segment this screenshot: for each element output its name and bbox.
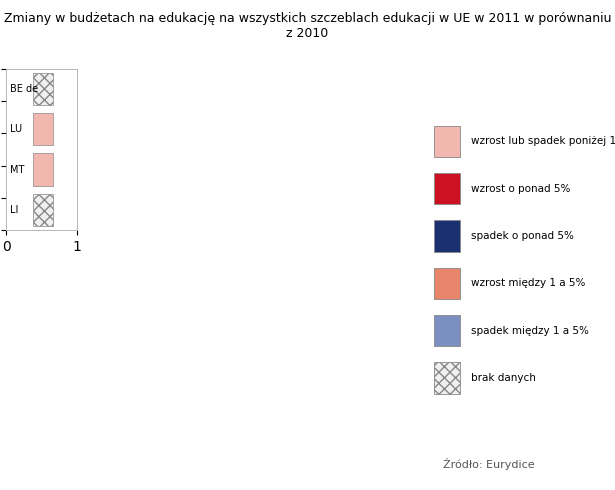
FancyBboxPatch shape: [434, 125, 460, 157]
Text: MT: MT: [10, 165, 24, 174]
Text: wzrost lub spadek poniżej 1%: wzrost lub spadek poniżej 1%: [471, 136, 615, 147]
Text: LI: LI: [10, 205, 18, 215]
FancyBboxPatch shape: [33, 194, 53, 226]
FancyBboxPatch shape: [434, 173, 460, 204]
Text: Źródło: Eurydice: Źródło: Eurydice: [443, 459, 534, 470]
Text: Zmiany w budżetach na edukację na wszystkich szczeblach edukacji w UE w 2011 w p: Zmiany w budżetach na edukację na wszyst…: [4, 12, 611, 40]
FancyBboxPatch shape: [434, 315, 460, 346]
Text: spadek między 1 a 5%: spadek między 1 a 5%: [471, 326, 589, 336]
FancyBboxPatch shape: [434, 220, 460, 252]
Text: spadek o ponad 5%: spadek o ponad 5%: [471, 231, 574, 241]
Text: wzrost między 1 a 5%: wzrost między 1 a 5%: [471, 278, 585, 289]
FancyBboxPatch shape: [434, 268, 460, 299]
FancyBboxPatch shape: [434, 363, 460, 394]
Text: BE de: BE de: [10, 84, 38, 94]
FancyBboxPatch shape: [33, 153, 53, 186]
Text: wzrost o ponad 5%: wzrost o ponad 5%: [471, 184, 571, 194]
Text: brak danych: brak danych: [471, 373, 536, 383]
FancyBboxPatch shape: [33, 113, 53, 146]
Text: LU: LU: [10, 124, 22, 134]
FancyBboxPatch shape: [33, 73, 53, 105]
